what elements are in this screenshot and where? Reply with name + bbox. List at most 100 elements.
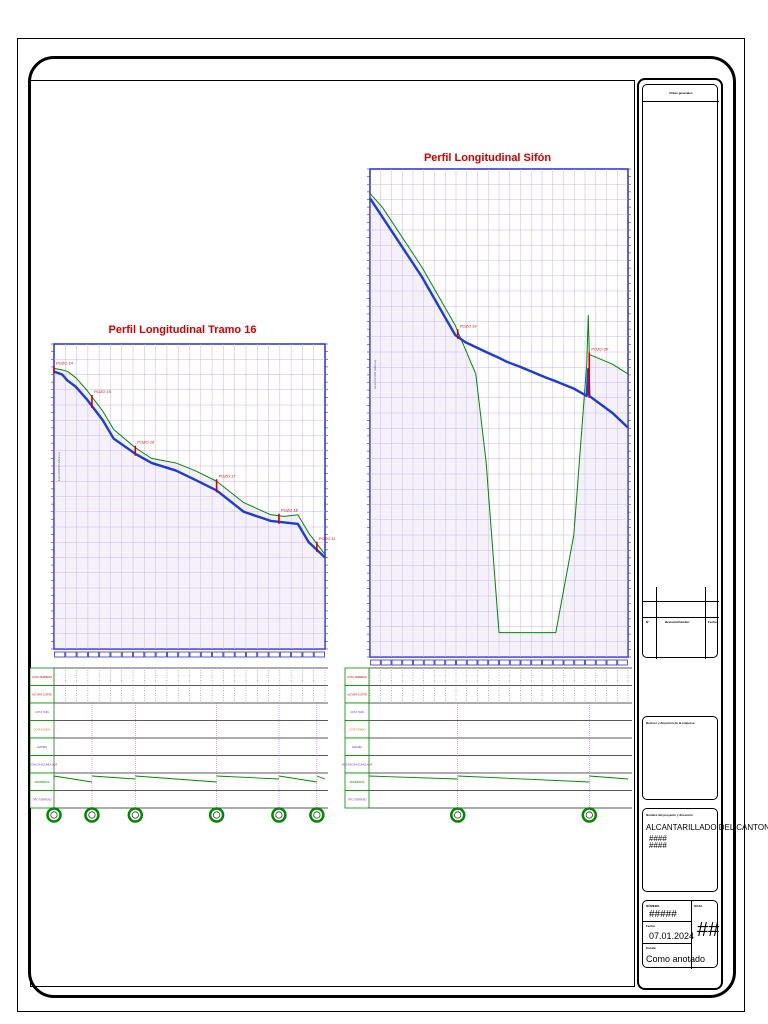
table-row-label: PENDIENTE [35, 780, 50, 784]
manhole-label: POZO 20 [591, 346, 609, 351]
station-cell [499, 659, 510, 666]
slope-segment [216, 775, 279, 780]
station-cell [606, 659, 618, 666]
table-row-label: TIPO TERRENO [32, 797, 51, 801]
station-cell [121, 651, 133, 658]
station-cell [189, 651, 201, 658]
project-box: Nombre del proyecto y dirección ALCANTAR… [642, 808, 768, 892]
station-cell [391, 659, 403, 666]
notes-title: Notas generales [669, 91, 693, 95]
station-cell [155, 651, 167, 658]
project-name: ALCANTARILLADO DEL CANTON CHA [646, 823, 768, 832]
station-cell [413, 659, 424, 666]
station-cell [445, 659, 456, 666]
table-row-label: TIPO TERRENO [347, 797, 366, 801]
slope-segment [91, 775, 136, 780]
station-cell [223, 651, 235, 658]
station-cell [257, 651, 269, 658]
date-label: Fecha [646, 924, 655, 928]
terrain-line [369, 193, 629, 634]
profile-chart: ELEVACION (Metros) POZO 14 POZO 15 POZO 16 P… [30, 343, 335, 823]
station-cell [380, 659, 392, 666]
profile-chart: ELEVACION (Metros) POZO 19 POZO 20 COTA TER… [342, 168, 632, 823]
station-cell [370, 659, 381, 666]
node-circle-inner [275, 811, 283, 819]
col-date: Fecha [708, 620, 717, 624]
manhole-label: POZO 16 [137, 440, 155, 445]
table-row-label: COTA TERRENO [347, 675, 367, 679]
station-cell [99, 651, 111, 658]
drawing-border [17, 38, 745, 1012]
station-cell [178, 651, 190, 658]
project-code: ######## [649, 834, 667, 850]
notes-box: Notas generales N° Revisión/Cambio Fecha [642, 84, 719, 659]
scale-value: Como anotado [646, 954, 706, 964]
notes-divider [643, 101, 719, 102]
profile-title: Perfil Longitudinal Sifón [423, 152, 552, 164]
table-row-label: ALTURA CORTE [347, 692, 367, 696]
station-cell [477, 659, 489, 666]
node-circle-inner [213, 811, 221, 819]
station-cell [133, 651, 145, 658]
station-cell [76, 651, 88, 658]
plot-grid [370, 169, 628, 657]
project-label: Nombre del proyecto y dirección [646, 813, 693, 817]
pipe-line [53, 370, 326, 559]
col-revision: Revisión/Cambio [665, 620, 690, 624]
station-cell [531, 659, 542, 666]
station-cell [167, 651, 179, 658]
station-cell [552, 659, 564, 666]
node-circle-inner [313, 811, 321, 819]
sheet-label: HOJA [694, 904, 703, 908]
drawing-area [30, 80, 635, 987]
station-cell [563, 659, 575, 666]
axis-label: ELEVACION (Metros) [57, 452, 61, 481]
slope-segment [135, 775, 217, 783]
manhole-label: POZO 17 [219, 473, 237, 478]
station-cell [617, 659, 628, 666]
terrain-fill [54, 368, 325, 649]
scale-label: Escala [646, 946, 656, 950]
station-cell [542, 659, 553, 666]
table-row-label: DISTANCIA ACUMULADA [342, 762, 373, 766]
table-row-label: COTA TAPA [35, 710, 49, 714]
slope-segment [53, 775, 93, 783]
station-cell [291, 651, 303, 658]
station-cell [144, 651, 156, 658]
station-cell [313, 651, 325, 658]
station-cell [509, 659, 521, 666]
station-cell [87, 651, 100, 658]
station-cell [110, 651, 122, 658]
table-row-label: COTA FONDO [349, 727, 366, 731]
sheet-value: ## [697, 919, 720, 941]
col-n: N° [646, 620, 650, 624]
node-circle-inner [585, 811, 593, 819]
station-cell [200, 651, 212, 658]
drawing-frame [28, 56, 736, 998]
station-cell [585, 659, 596, 666]
table-row-label: COTA TAPA [350, 710, 364, 714]
profile-sifon: Perfil Longitudinal Sifón ELEVACION (Met… [340, 148, 635, 838]
node-circle-inner [50, 811, 58, 819]
slope-segment [589, 775, 629, 780]
station-cell [65, 651, 77, 658]
manhole-label: POZO 14 [56, 360, 74, 365]
table-row-label: COTA TERRENO [32, 675, 52, 679]
table-row-label: COTA FONDO [34, 727, 51, 731]
pipe-line [368, 197, 629, 429]
date-value: 07.01.2024 [649, 931, 695, 941]
company-box: Revisor y dirección de la empresa [642, 716, 718, 800]
node-circle-inner [88, 811, 96, 819]
node-circle-inner [454, 811, 462, 819]
station-cell [212, 651, 224, 658]
title-block: Notas generales N° Revisión/Cambio Fecha… [637, 78, 768, 990]
station-cell [520, 659, 532, 666]
table-row-label: PENDIENTE [350, 780, 365, 784]
slope-segment [316, 775, 326, 780]
slope-segment [368, 775, 458, 780]
profile-tramo-16: Perfil Longitudinal Tramo 16 ELEVACION (… [30, 320, 335, 840]
terrain-fill [370, 193, 628, 657]
manhole-label: POZO 19 [319, 536, 335, 541]
station-cell [302, 651, 314, 658]
slope-segment [457, 775, 590, 783]
